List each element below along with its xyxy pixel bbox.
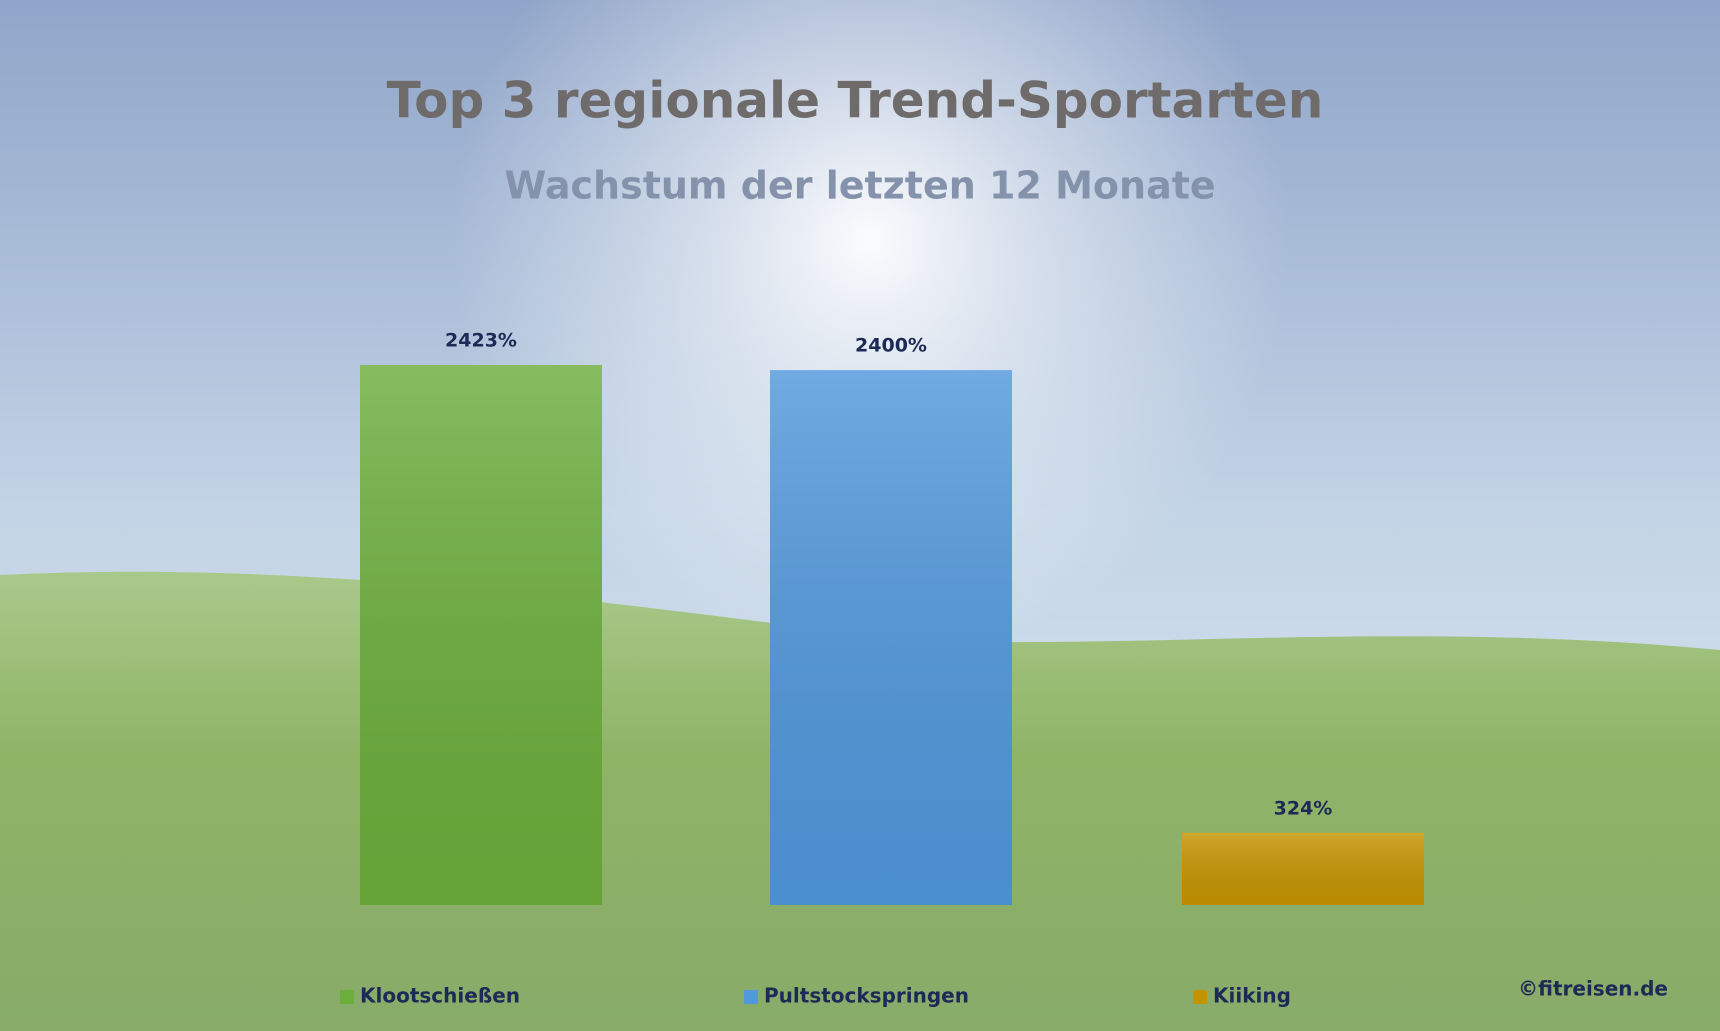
legend-label: Pultstockspringen xyxy=(764,984,969,1008)
value-label: 2400% xyxy=(855,335,927,357)
bar-shade xyxy=(360,365,602,905)
credit: ©fitreisen.de xyxy=(1518,977,1668,1001)
value-label: 2423% xyxy=(445,330,517,352)
legend-label: Klootschießen xyxy=(360,984,520,1008)
legend-swatch xyxy=(744,990,758,1004)
chart-title: Top 3 regionale Trend-Sportarten xyxy=(387,72,1324,130)
legend-swatch xyxy=(1193,990,1207,1004)
bar-shade xyxy=(770,370,1012,906)
legend-swatch xyxy=(340,990,354,1004)
legend-label: Kiiking xyxy=(1213,984,1291,1008)
chart-subtitle: Wachstum der letzten 12 Monate xyxy=(504,164,1215,208)
value-label: 324% xyxy=(1274,797,1333,819)
bar-shade xyxy=(1182,832,1424,905)
